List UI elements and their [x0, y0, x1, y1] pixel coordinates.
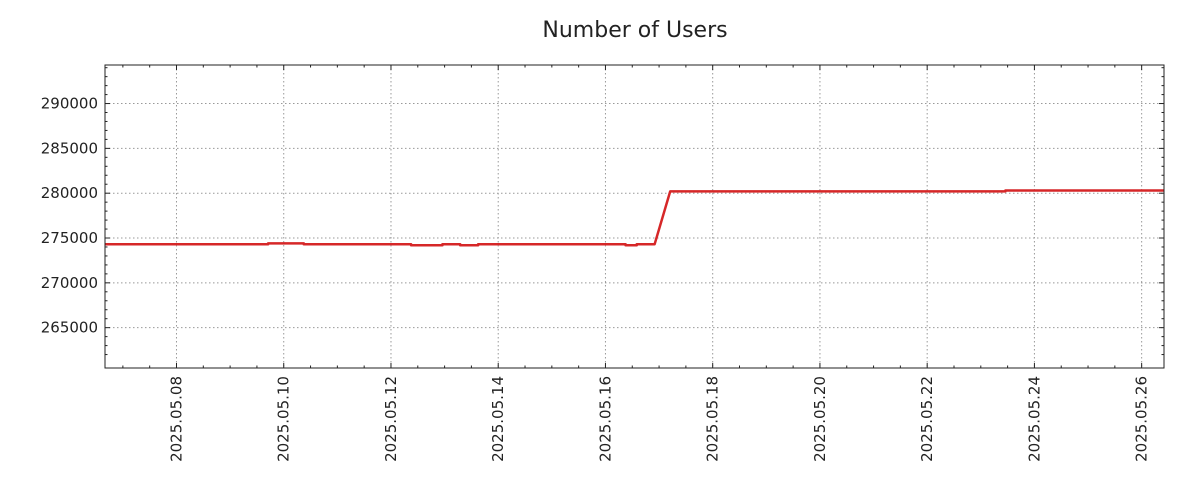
x-tick-label: 2025.05.26	[1133, 376, 1151, 462]
chart-title: Number of Users	[542, 18, 727, 43]
x-tick-label: 2025.05.14	[489, 376, 507, 462]
x-tick-label: 2025.05.20	[811, 376, 829, 462]
x-tick-label: 2025.05.24	[1025, 376, 1043, 462]
y-tick-label: 280000	[41, 184, 98, 202]
x-tick-label: 2025.05.12	[382, 376, 400, 462]
x-tick-label: 2025.05.18	[704, 376, 722, 462]
x-tick-label: 2025.05.22	[918, 376, 936, 462]
y-tick-label: 270000	[41, 274, 98, 292]
y-tick-label: 275000	[41, 229, 98, 247]
axis-ticks: 265000 270000 275000 280000 285000 290000 2025…	[41, 65, 1164, 462]
series-group	[104, 189, 1165, 247]
x-tick-label: 2025.05.16	[596, 376, 614, 462]
y-tick-label: 265000	[41, 319, 98, 337]
x-tick-label: 2025.05.10	[275, 376, 293, 462]
grid-lines	[105, 65, 1164, 368]
y-tick-label: 285000	[41, 139, 98, 157]
plot-frame	[104, 64, 1165, 369]
x-tick-label: 2025.05.08	[167, 376, 185, 462]
y-tick-label: 290000	[41, 95, 98, 113]
series-line-0	[105, 189, 1164, 247]
